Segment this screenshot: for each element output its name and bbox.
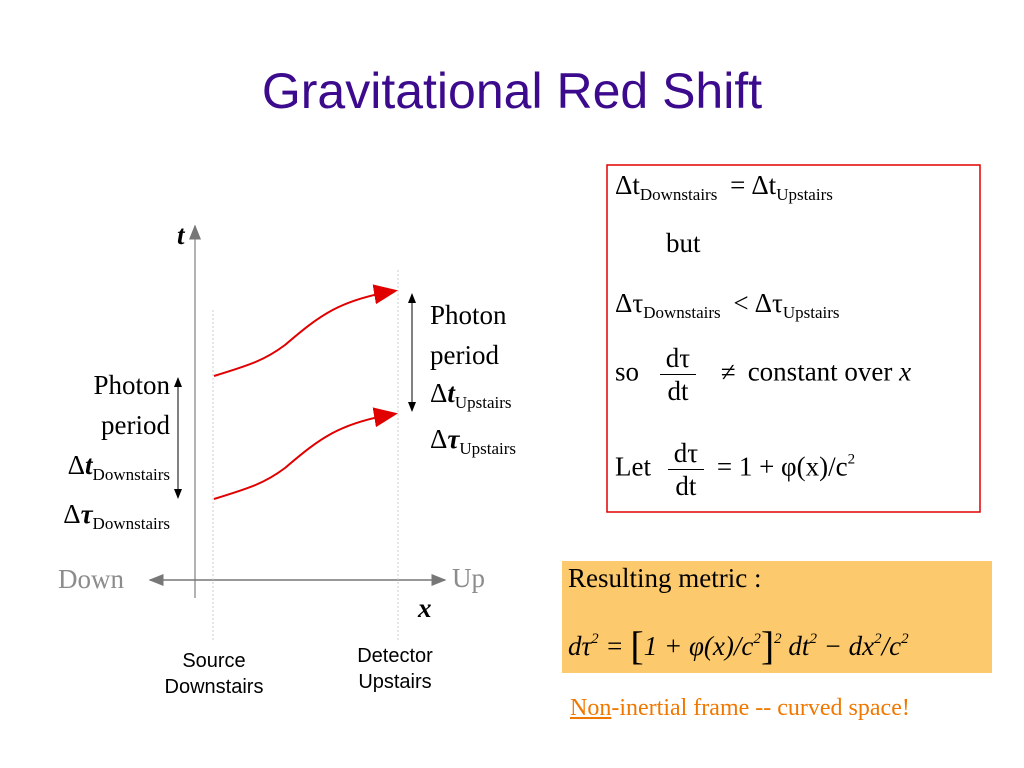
photon-path <box>213 284 398 377</box>
down-label: Down <box>58 564 124 594</box>
source-caption: Source Downstairs <box>144 648 284 700</box>
metric-part: = <box>598 631 631 661</box>
metric-heading: Resulting metric : <box>568 563 762 593</box>
text: Upstairs <box>776 185 833 204</box>
equation-3: ΔτDownstairs < ΔτUpstairs <box>615 288 840 323</box>
equation-4: so dτ dt ≠ constant over x <box>615 342 911 407</box>
text: ≠ <box>720 356 736 387</box>
text: Δ <box>67 450 86 480</box>
text: = 1 + φ(x)/c <box>716 451 848 482</box>
text: < <box>733 288 749 318</box>
note: Non-inertial frame -- curved space! <box>570 695 910 722</box>
text: Δ <box>63 499 81 529</box>
metric-equation: dτ2 = [1 + φ(x)/c2]2 dt2 − dx2/c2 <box>568 622 909 669</box>
metric-part: 2 <box>774 631 782 647</box>
metric-part: 1 + φ(x)/c <box>643 631 754 661</box>
text: dτ <box>659 342 697 375</box>
text: t <box>85 450 93 480</box>
text: dt <box>675 471 697 501</box>
metric-part: dt <box>781 631 810 661</box>
text: Photon <box>93 370 170 400</box>
text: dt <box>667 376 689 406</box>
text: Δ <box>430 424 448 454</box>
metric-part: dτ <box>568 631 592 661</box>
text: Δτ <box>754 288 783 318</box>
metric-part: /c <box>881 631 902 661</box>
text: Downstairs <box>92 465 170 484</box>
text: 2 <box>847 451 856 468</box>
text: period <box>430 340 499 370</box>
detector-caption: Detector Upstairs <box>325 643 465 695</box>
text: τ <box>447 424 460 454</box>
x-axis-label: x <box>418 593 432 623</box>
text: Δτ <box>615 288 644 318</box>
text: Upstairs <box>782 303 840 322</box>
metric-part: ] <box>760 623 775 668</box>
text: Downstairs <box>92 514 170 533</box>
text: Photon <box>430 300 507 330</box>
text: Downstairs <box>164 676 264 698</box>
fraction: dτ dt <box>667 437 705 502</box>
text: Downstairs <box>643 303 721 322</box>
text: Non <box>570 695 612 721</box>
metric-part: 2 <box>901 631 909 647</box>
text: Upstairs <box>358 671 432 693</box>
metric-part: 2 <box>753 631 761 647</box>
text: Δ <box>430 378 448 408</box>
photon-path <box>213 407 398 500</box>
text: Δt <box>615 170 640 200</box>
text: τ <box>80 499 93 529</box>
metric-box <box>562 561 992 673</box>
text: Downstairs <box>639 185 718 204</box>
delta-t: ΔtDownstairs <box>63 445 170 495</box>
metric-part: 2 <box>809 631 817 647</box>
metric-part: 2 <box>874 631 882 647</box>
text: dτ <box>667 437 705 470</box>
t-axis-label: t <box>177 220 185 250</box>
text: Upstairs <box>459 439 517 458</box>
equation-box <box>606 164 981 513</box>
text: Detector <box>357 645 433 667</box>
delta-t: ΔtUpstairs <box>430 375 516 421</box>
metric-part: − dx <box>816 631 875 661</box>
equation-1: ΔtDownstairs = ΔtUpstairs <box>615 170 833 205</box>
fraction: dτ dt <box>659 342 697 407</box>
text: x <box>899 356 912 387</box>
text: Upstairs <box>454 393 512 412</box>
slide-title: Gravitational Red Shift <box>261 63 763 119</box>
text: -inertial frame -- curved space! <box>611 695 910 721</box>
left-period-label: Photon period ΔtDownstairs ΔτDownstairs <box>63 365 170 543</box>
up-label: Up <box>452 563 485 593</box>
text: Let <box>615 451 651 482</box>
text: constant over <box>747 356 893 387</box>
delta-tau: ΔτDownstairs <box>63 495 170 543</box>
text: Δt <box>751 170 777 200</box>
right-period-label: Photon period ΔtUpstairs ΔτUpstairs <box>430 295 516 467</box>
delta-tau: ΔτUpstairs <box>430 421 516 467</box>
metric-part: [ <box>630 623 644 668</box>
text: t <box>447 378 455 408</box>
equation-2: but <box>666 228 701 258</box>
text: Source <box>182 650 246 672</box>
equation-5: Let dτ dt = 1 + φ(x)/c2 <box>615 437 855 502</box>
metric-part: 2 <box>591 631 599 647</box>
text: so <box>615 356 640 387</box>
text: = <box>730 170 746 200</box>
text: period <box>101 410 170 440</box>
